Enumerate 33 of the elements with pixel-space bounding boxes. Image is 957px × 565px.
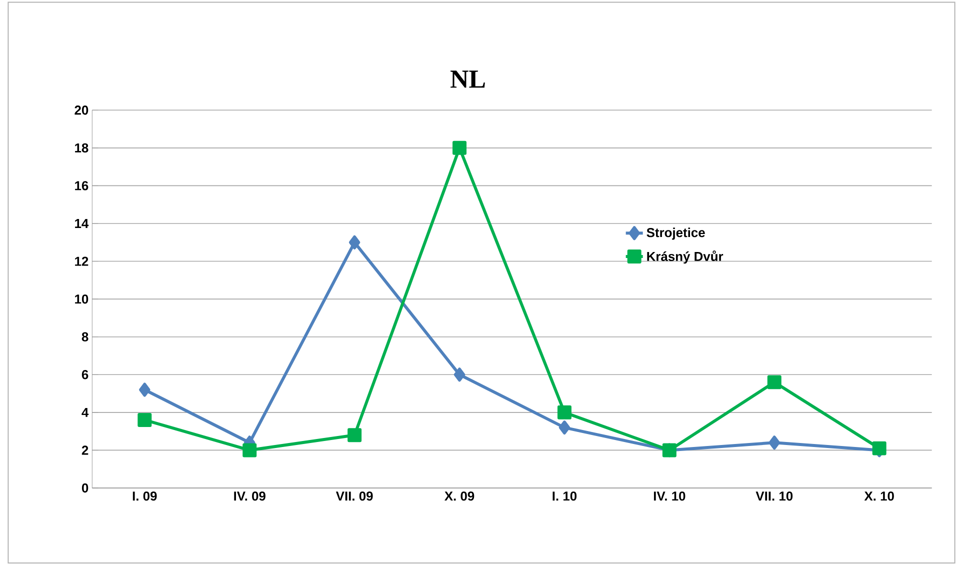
point: [139, 382, 150, 397]
point: [454, 368, 466, 382]
point: [348, 235, 360, 250]
y-tick-label: 2: [82, 446, 88, 455]
point: [348, 428, 362, 442]
point: [767, 375, 782, 390]
point: [242, 443, 257, 458]
point: [768, 436, 780, 450]
y-tick-label: 0: [82, 483, 88, 492]
y-tick-label: 8: [82, 332, 88, 342]
x-tick-label: VII. 09: [336, 491, 373, 501]
x-tick-label: IV. 10: [654, 491, 686, 501]
point: [138, 412, 152, 427]
point: [557, 405, 572, 420]
y-tick-label: 12: [75, 256, 88, 266]
x-tick-label: I. 10: [552, 491, 577, 501]
chart-title: NL: [450, 70, 485, 88]
x-tick-label: I. 09: [132, 491, 157, 501]
x-tick-label: X. 10: [864, 491, 894, 501]
legend-label: Strojetice: [646, 228, 705, 240]
x-tick-label: X. 09: [444, 491, 474, 501]
point: [558, 420, 570, 434]
x-tick-label: IV. 09: [234, 491, 266, 501]
y-tick-label: 10: [75, 294, 88, 304]
y-tick-label: 16: [75, 181, 88, 190]
y-tick-label: 20: [74, 105, 88, 115]
y-tick-label: 6: [82, 370, 88, 380]
x-tick-label: VII. 10: [756, 491, 793, 501]
y-tick-label: 18: [75, 143, 88, 152]
point: [452, 140, 467, 155]
y-tick-label: 14: [75, 218, 89, 228]
legend-label: Krásný Dvůr: [647, 250, 724, 264]
y-tick-label: 4: [82, 408, 89, 417]
